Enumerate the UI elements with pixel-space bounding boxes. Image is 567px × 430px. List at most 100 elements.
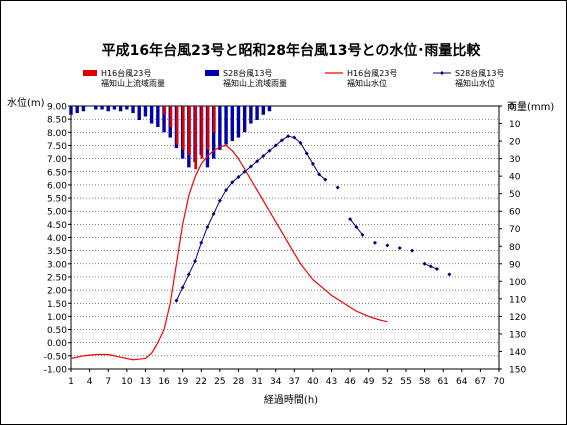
bar-s28-rainfall: [118, 106, 123, 112]
left-axis-ticks: 9.00 8.50 8.00 7.50 7.00 6.50 6.00 5.50 5.00 4.50…: [44, 103, 71, 376]
x-axis-ticks: 1 4 7 10 13 16 19 22 25 28 31 34 37 40 43 46 49 52 55 58 61 6…: [68, 369, 505, 387]
bar-h16-rainfall: [200, 106, 204, 159]
point-s28-water-level: [310, 161, 315, 166]
bar-s28-rainfall: [267, 106, 272, 112]
legend-label-line1: H16台風23号: [101, 68, 151, 78]
point-s28-water-level: [279, 138, 284, 143]
bar-s28-rainfall: [137, 106, 141, 121]
point-s28-water-level: [298, 140, 303, 145]
x-tick-label: 37: [289, 377, 300, 387]
left-tick-label: 6.50: [47, 168, 67, 178]
x-tick-label: 31: [251, 377, 262, 387]
legend-swatch-bar: [83, 70, 97, 76]
point-s28-water-level: [397, 246, 402, 251]
legend-label-line2: 福知山上流域雨量: [223, 78, 287, 88]
right-tick-label: 0: [509, 103, 515, 113]
bar-s28-rainfall: [94, 106, 98, 110]
point-s28-water-level: [447, 272, 452, 277]
bar-h16-rainfall: [175, 106, 179, 145]
point-s28-water-level: [224, 188, 229, 193]
point-s28-water-level: [261, 153, 266, 158]
right-tick-label: 60: [509, 208, 521, 218]
legend-label-line2: 福知山水位: [455, 78, 495, 88]
x-tick-label: 34: [270, 377, 282, 387]
right-axis-ticks: 0 10 20 30 40 50 60 70 80 90 100 110 120 130 140 150: [499, 103, 526, 376]
point-s28-water-level: [428, 264, 433, 269]
x-tick-label: 7: [105, 377, 111, 387]
bar-s28-rainfall: [81, 106, 86, 112]
left-tick-label: 8.50: [47, 116, 67, 126]
right-tick-label: 10: [509, 120, 521, 130]
left-tick-label: 6.00: [47, 181, 67, 191]
right-tick-label: 90: [509, 260, 521, 270]
bar-s28-rainfall: [255, 106, 259, 121]
water-level-lines: [70, 134, 452, 361]
right-tick-label: 130: [509, 330, 526, 340]
left-tick-label: 9.00: [47, 103, 67, 113]
bar-s28-rainfall: [218, 106, 222, 150]
left-tick-label: -1.00: [44, 366, 68, 376]
point-s28-water-level: [236, 175, 241, 180]
right-tick-label: 20: [509, 138, 521, 148]
x-tick-label: 1: [68, 377, 74, 387]
x-tick-label: 67: [475, 377, 486, 387]
left-tick-label: 5.00: [47, 208, 67, 218]
chart-title: 平成16年台風23号と昭和28年台風13号との水位･雨量比較: [102, 42, 482, 59]
right-tick-label: 70: [509, 225, 521, 235]
x-tick-label: 55: [400, 377, 411, 387]
bar-h16-rainfall: [169, 106, 173, 128]
left-tick-label: 4.00: [47, 234, 67, 244]
point-s28-water-level: [354, 224, 359, 229]
x-tick-label: 16: [158, 377, 170, 387]
x-tick-label: 46: [344, 377, 356, 387]
y-axis-label-right: 雨量(mm): [507, 101, 554, 113]
left-tick-label: 2.00: [47, 287, 67, 297]
point-s28-water-level: [304, 151, 309, 156]
point-s28-water-level: [230, 180, 235, 185]
bars-h16-rainfall: [163, 106, 216, 170]
right-tick-label: 50: [509, 190, 521, 200]
grid-lines: [71, 105, 499, 370]
x-tick-label: 70: [493, 377, 505, 387]
point-s28-water-level: [273, 143, 278, 148]
point-s28-water-level: [385, 243, 390, 248]
legend-label-line2: 福知山水位: [347, 78, 387, 88]
point-s28-water-level: [434, 267, 439, 272]
bar-h16-rainfall: [206, 106, 210, 150]
point-s28-water-level: [180, 285, 185, 290]
left-tick-label: 7.00: [47, 155, 67, 165]
point-s28-water-level: [422, 261, 427, 266]
legend-label-line1: S28台風13号: [455, 68, 504, 78]
bar-s28-rainfall: [261, 106, 265, 115]
legend-swatch-bar: [205, 70, 219, 76]
x-tick-label: 25: [214, 377, 225, 387]
legend-label-line1: S28台風13号: [223, 68, 272, 78]
point-s28-water-level: [323, 177, 328, 182]
bar-s28-rainfall: [249, 106, 253, 124]
bar-s28-rainfall: [125, 106, 129, 110]
x-tick-label: 43: [326, 377, 337, 387]
bar-s28-rainfall: [112, 106, 117, 110]
bar-s28-rainfall: [75, 106, 79, 114]
bar-s28-rainfall: [143, 106, 148, 117]
bar-s28-rainfall: [149, 106, 154, 124]
point-s28-water-level: [186, 272, 191, 277]
right-tick-label: 100: [509, 278, 526, 288]
left-tick-label: 5.50: [47, 195, 67, 205]
point-s28-water-level: [410, 248, 415, 253]
x-tick-label: 40: [307, 377, 319, 387]
bar-s28-rainfall: [162, 106, 166, 133]
left-tick-label: 0.50: [47, 326, 67, 336]
left-tick-label: 1.00: [47, 313, 67, 323]
bar-s28-rainfall: [230, 106, 234, 142]
point-s28-water-level: [193, 259, 198, 264]
bar-s28-rainfall: [69, 106, 73, 115]
x-tick-label: 61: [437, 377, 448, 387]
right-tick-label: 40: [509, 173, 521, 183]
point-s28-water-level: [205, 224, 210, 229]
x-tick-label: 13: [140, 377, 151, 387]
legend: H16台風23号福知山上流域雨量S28台風13号福知山上流域雨量H16台風23号…: [83, 68, 504, 88]
bar-s28-rainfall: [100, 106, 104, 110]
point-s28-water-level: [248, 164, 253, 169]
point-s28-water-level: [360, 232, 365, 237]
